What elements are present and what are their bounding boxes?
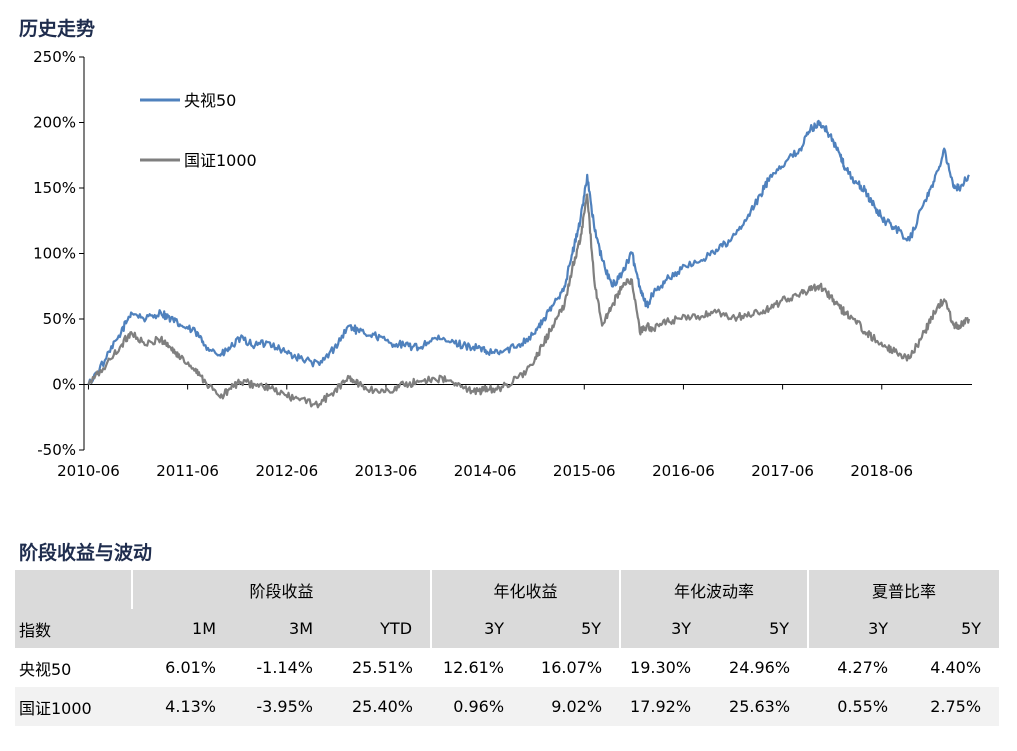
sub-header-sharpe-5y: 5Y bbox=[961, 619, 982, 638]
performance-table: 阶段收益 年化收益 年化波动率 夏普比率 指数 1M 3M YTD 3Y 5Y … bbox=[15, 570, 1000, 726]
group-header-period-return: 阶段收益 bbox=[130, 570, 432, 609]
sub-header-return-3y: 3Y bbox=[430, 609, 523, 648]
table-cell: 25.63% bbox=[729, 697, 791, 716]
sub-header-1m: 1M bbox=[192, 619, 216, 638]
x-tick-label: 2017-06 bbox=[751, 462, 814, 480]
table-cell: 25.51% bbox=[352, 658, 414, 677]
sub-header-vol-3y: 3Y bbox=[619, 609, 710, 648]
x-tick-label: 2010-06 bbox=[57, 462, 120, 480]
x-tick-label: 2015-06 bbox=[553, 462, 616, 480]
table-section-title: 阶段收益与波动 bbox=[19, 542, 153, 564]
table-group-header-row: 阶段收益 年化收益 年化波动率 夏普比率 bbox=[15, 570, 1000, 609]
x-tick-label: 2016-06 bbox=[652, 462, 715, 480]
history-line-chart: -50% 0% 50% 100% 150% 200% 250% 2010-06 2011-06 2… bbox=[33, 48, 972, 480]
sub-header-return-5y: 5Y bbox=[581, 619, 602, 638]
table-cell: 25.40% bbox=[352, 697, 414, 716]
chart-section-title: 历史走势 bbox=[19, 18, 96, 40]
table-cell: 12.61% bbox=[443, 658, 505, 677]
y-tick-label: 0% bbox=[52, 376, 76, 394]
series-line-2 bbox=[87, 193, 971, 409]
table-cell: 2.75% bbox=[930, 697, 982, 716]
y-tick-label: -50% bbox=[37, 441, 76, 459]
sub-header-index: 指数 bbox=[19, 620, 52, 640]
sub-header-sharpe-3y: 3Y bbox=[807, 609, 907, 648]
y-tick-label: 100% bbox=[33, 245, 76, 263]
table-cell: 4.13% bbox=[165, 697, 216, 716]
table-cell: 19.30% bbox=[630, 658, 692, 677]
x-tick-label: 2011-06 bbox=[156, 462, 219, 480]
table-cell: -1.14% bbox=[256, 658, 313, 677]
y-tick-label: 150% bbox=[33, 179, 76, 197]
table-cell: -3.95% bbox=[256, 697, 313, 716]
table-cell: 4.40% bbox=[930, 658, 982, 677]
x-tick-label: 2013-06 bbox=[355, 462, 418, 480]
group-header-annual-return: 年化收益 bbox=[430, 570, 621, 609]
sub-header-vol-5y: 5Y bbox=[769, 619, 790, 638]
sub-header-ytd: YTD bbox=[380, 619, 413, 638]
table-cell: 6.01% bbox=[165, 658, 216, 677]
y-tick-label: 50% bbox=[43, 310, 76, 328]
table-cell: 4.27% bbox=[837, 658, 889, 677]
y-tick-label: 250% bbox=[33, 48, 76, 66]
table-corner-cell bbox=[15, 570, 132, 609]
group-header-annual-volatility: 年化波动率 bbox=[619, 570, 809, 609]
table-cell: 0.55% bbox=[837, 697, 889, 716]
row-index-name: 国证1000 bbox=[19, 698, 92, 718]
series-line-1 bbox=[87, 119, 970, 385]
x-tick-label: 2012-06 bbox=[255, 462, 318, 480]
x-tick-label: 2018-06 bbox=[850, 462, 913, 480]
legend-label: 国证1000 bbox=[184, 151, 257, 170]
legend-label: 央视50 bbox=[184, 91, 236, 110]
table-cell: 24.96% bbox=[729, 658, 791, 677]
table-cell: 9.02% bbox=[551, 697, 603, 716]
y-tick-label: 200% bbox=[33, 114, 76, 132]
sub-header-3m: 3M bbox=[289, 619, 313, 638]
table-row: 国证1000 4.13% -3.95% 25.40% 0.96% 9.02% 1… bbox=[15, 687, 1000, 726]
table-cell: 17.92% bbox=[630, 697, 692, 716]
x-tick-label: 2014-06 bbox=[454, 462, 517, 480]
table-row: 央视50 6.01% -1.14% 25.51% 12.61% 16.07% 1… bbox=[15, 648, 999, 687]
row-index-name: 央视50 bbox=[19, 659, 72, 679]
table-sub-header-row: 指数 1M 3M YTD 3Y 5Y 3Y 5Y 3Y 5Y bbox=[15, 609, 1000, 648]
table-cell: 16.07% bbox=[541, 658, 603, 677]
group-header-sharpe-ratio: 夏普比率 bbox=[807, 570, 1000, 609]
table-cell: 0.96% bbox=[453, 697, 505, 716]
